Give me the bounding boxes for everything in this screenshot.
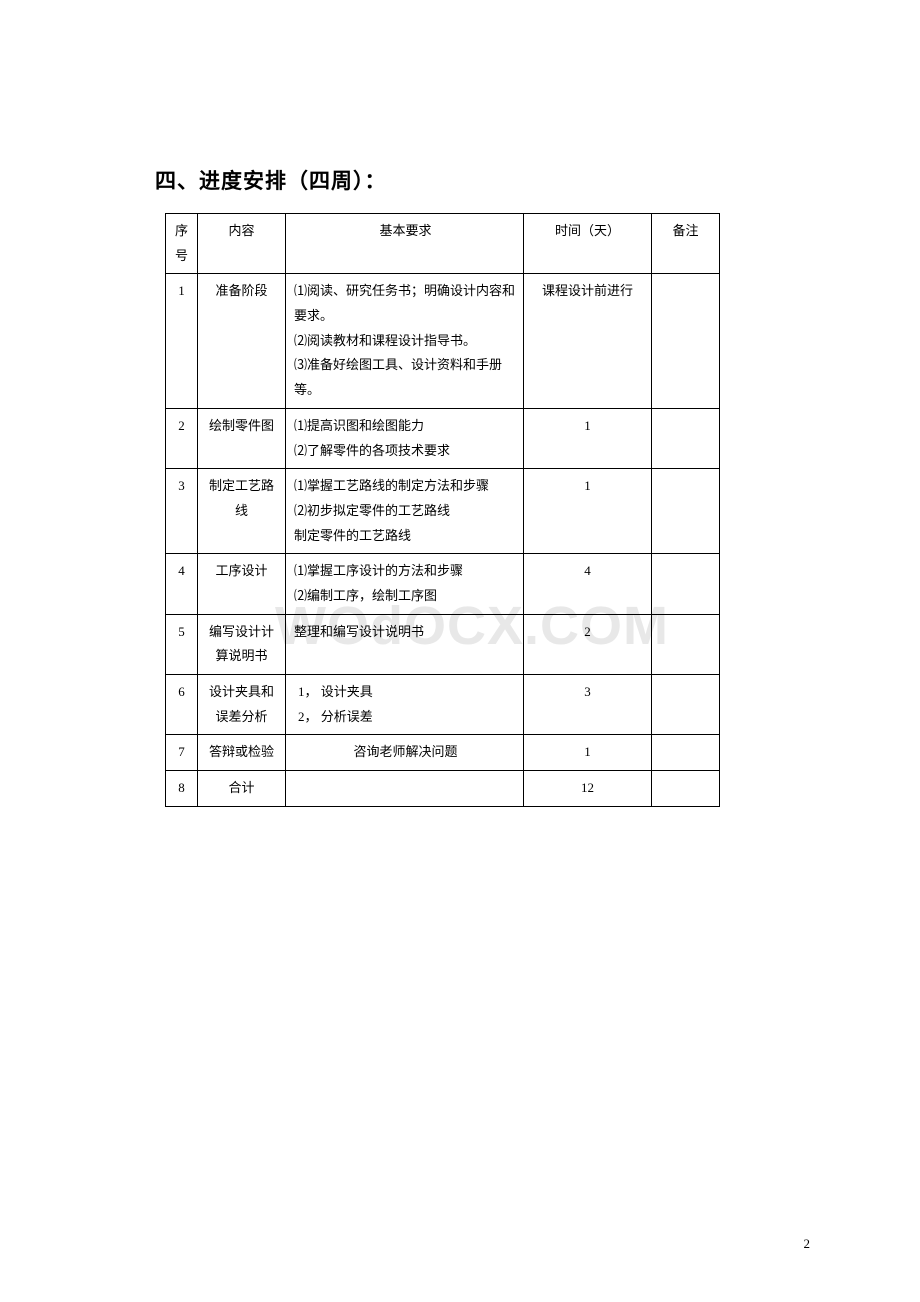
req-line: 1， 设计夹具 [294,680,517,705]
cell-req: 整理和编写设计说明书 [286,614,524,674]
cell-content: 编写设计计算说明书 [198,614,286,674]
cell-req: ⑴掌握工艺路线的制定方法和步骤 ⑵初步拟定零件的工艺路线 制定零件的工艺路线 [286,469,524,554]
cell-idx: 6 [166,675,198,735]
cell-note [652,675,720,735]
cell-note [652,735,720,771]
cell-content: 答辩或检验 [198,735,286,771]
cell-req: ⑴掌握工序设计的方法和步骤 ⑵编制工序，绘制工序图 [286,554,524,614]
cell-time: 3 [524,675,652,735]
table-row: 6 设计夹具和误差分析 1， 设计夹具 2， 分析误差 3 [166,675,720,735]
req-line: 制定零件的工艺路线 [294,524,517,549]
cell-content: 工序设计 [198,554,286,614]
cell-time: 1 [524,735,652,771]
cell-note [652,554,720,614]
table-row: 5 编写设计计算说明书 整理和编写设计说明书 2 [166,614,720,674]
cell-req: 咨询老师解决问题 [286,735,524,771]
cell-idx: 2 [166,408,198,468]
document-page: 四、进度安排（四周）： 序号 内容 基本要求 时间（天） 备注 1 准备阶段 ⑴… [0,0,920,807]
cell-time: 4 [524,554,652,614]
header-idx: 序号 [166,214,198,274]
table-row: 7 答辩或检验 咨询老师解决问题 1 [166,735,720,771]
schedule-table: 序号 内容 基本要求 时间（天） 备注 1 准备阶段 ⑴阅读、研究任务书；明确设… [165,213,720,807]
req-line: 2， 分析误差 [294,705,517,730]
table-row: 2 绘制零件图 ⑴提高识图和绘图能力 ⑵了解零件的各项技术要求 1 [166,408,720,468]
req-line: ⑵编制工序，绘制工序图 [294,584,517,609]
req-line: ⑵初步拟定零件的工艺路线 [294,499,517,524]
header-time: 时间（天） [524,214,652,274]
req-line: 整理和编写设计说明书 [294,620,517,645]
req-line: ⑶准备好绘图工具、设计资料和手册等。 [294,353,517,402]
req-line: ⑴阅读、研究任务书；明确设计内容和要求。 [294,279,517,328]
cell-idx: 1 [166,274,198,408]
cell-content: 准备阶段 [198,274,286,408]
cell-content: 制定工艺路线 [198,469,286,554]
cell-time: 1 [524,469,652,554]
cell-req [286,771,524,807]
cell-content: 合计 [198,771,286,807]
table-row: 3 制定工艺路线 ⑴掌握工艺路线的制定方法和步骤 ⑵初步拟定零件的工艺路线 制定… [166,469,720,554]
cell-req: 1， 设计夹具 2， 分析误差 [286,675,524,735]
req-line: ⑵了解零件的各项技术要求 [294,439,517,464]
table-row: 1 准备阶段 ⑴阅读、研究任务书；明确设计内容和要求。 ⑵阅读教材和课程设计指导… [166,274,720,408]
table-header-row: 序号 内容 基本要求 时间（天） 备注 [166,214,720,274]
cell-idx: 8 [166,771,198,807]
cell-content: 绘制零件图 [198,408,286,468]
cell-idx: 3 [166,469,198,554]
cell-idx: 7 [166,735,198,771]
table-row: 8 合计 12 [166,771,720,807]
cell-req: ⑴提高识图和绘图能力 ⑵了解零件的各项技术要求 [286,408,524,468]
cell-idx: 5 [166,614,198,674]
cell-note [652,408,720,468]
cell-content: 设计夹具和误差分析 [198,675,286,735]
cell-note [652,274,720,408]
cell-req: ⑴阅读、研究任务书；明确设计内容和要求。 ⑵阅读教材和课程设计指导书。 ⑶准备好… [286,274,524,408]
cell-idx: 4 [166,554,198,614]
header-note: 备注 [652,214,720,274]
req-line: ⑵阅读教材和课程设计指导书。 [294,329,517,354]
cell-note [652,771,720,807]
cell-time: 课程设计前进行 [524,274,652,408]
header-req: 基本要求 [286,214,524,274]
header-content: 内容 [198,214,286,274]
req-line: ⑴提高识图和绘图能力 [294,414,517,439]
req-line: ⑴掌握工序设计的方法和步骤 [294,559,517,584]
page-number: 2 [804,1236,811,1252]
table-row: 4 工序设计 ⑴掌握工序设计的方法和步骤 ⑵编制工序，绘制工序图 4 [166,554,720,614]
cell-time: 12 [524,771,652,807]
cell-note [652,469,720,554]
cell-note [652,614,720,674]
cell-time: 1 [524,408,652,468]
cell-time: 2 [524,614,652,674]
section-heading: 四、进度安排（四周）： [155,165,800,195]
req-line: ⑴掌握工艺路线的制定方法和步骤 [294,474,517,499]
